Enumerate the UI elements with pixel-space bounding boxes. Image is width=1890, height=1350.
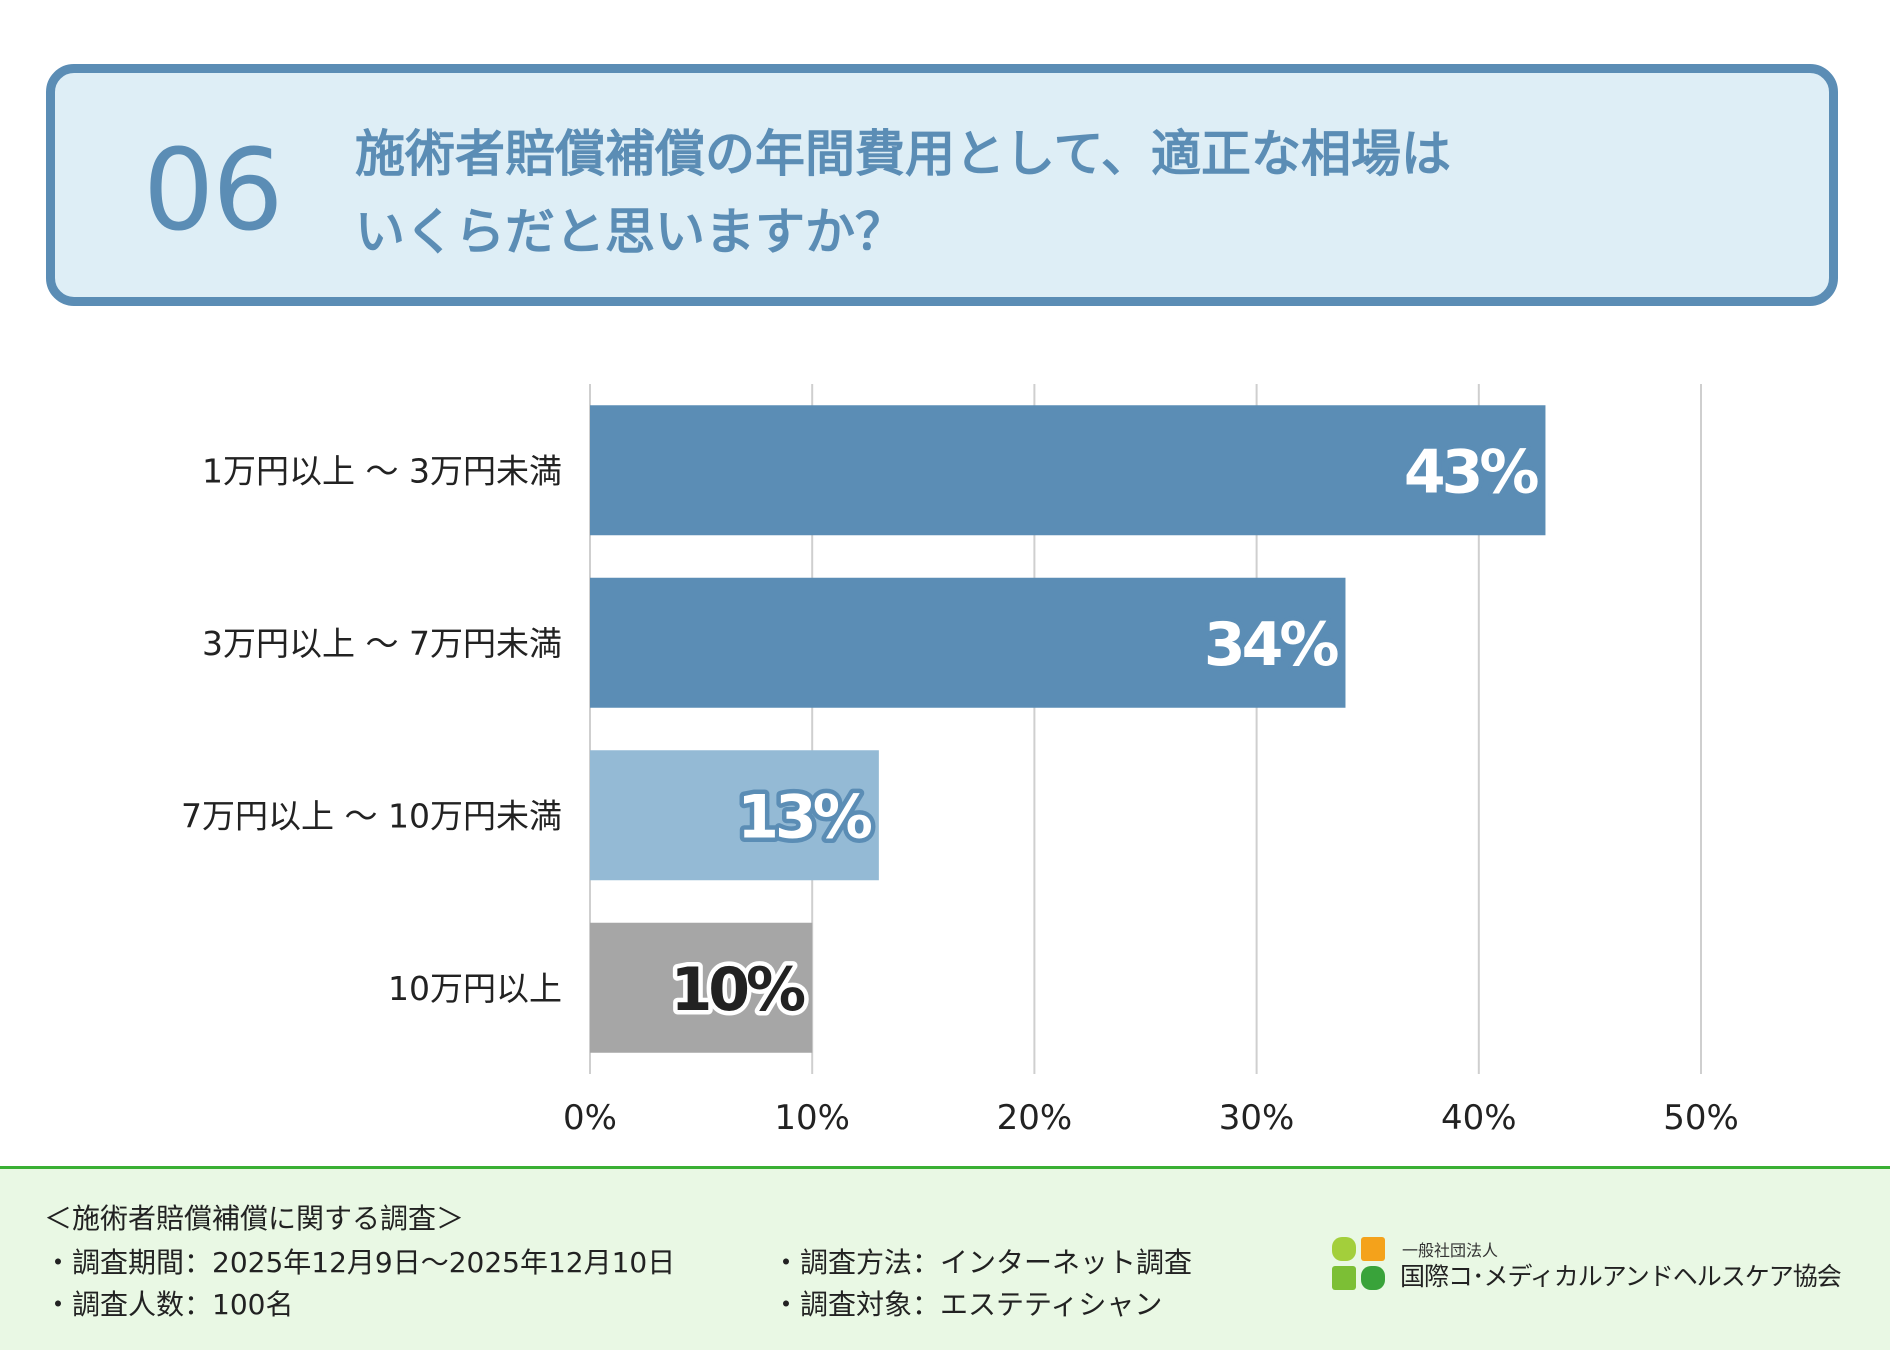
- category-label: 7万円以上 ～ 10万円未満: [181, 796, 562, 835]
- bar: [590, 577, 1346, 708]
- category-label: 3万円以上 ～ 7万円未満: [202, 624, 562, 663]
- survey-count: ・調査人数：100名: [44, 1288, 294, 1321]
- question-line-1: 施術者賠償補償の年間費用として、適正な相場は: [355, 125, 1451, 183]
- survey-method: ・調査方法：インターネット調査: [772, 1246, 1193, 1279]
- survey-title: ＜施術者賠償補償に関する調査＞: [44, 1202, 465, 1235]
- bar: [590, 922, 813, 1053]
- category-label: 10万円以上: [388, 969, 562, 1008]
- question-header: 06 施術者賠償補償の年間費用として、適正な相場は いくらだと思いますか？: [46, 64, 1838, 306]
- value-label: 43%: [1404, 437, 1538, 507]
- question-line-2: いくらだと思いますか？: [355, 203, 905, 261]
- org-logo-icon: [1332, 1237, 1385, 1290]
- bars: [590, 405, 1546, 1053]
- question-number: 06: [143, 126, 284, 256]
- survey-target: ・調査対象：エステティシャン: [772, 1288, 1163, 1321]
- question-text: 施術者賠償補償の年間費用として、適正な相場は いくらだと思いますか？: [355, 115, 1795, 271]
- x-tick-label: 20%: [997, 1098, 1073, 1138]
- category-labels: 1万円以上 ～ 3万円未満 3万円以上 ～ 7万円未満 7万円以上 ～ 10万円未満…: [181, 451, 562, 1008]
- value-label: 10%: [671, 955, 805, 1025]
- value-labels: 43% 34% 13% 10%: [666, 433, 1547, 1030]
- org-type: 一般社団法人: [1402, 1241, 1499, 1260]
- x-tick-label: 50%: [1663, 1098, 1739, 1138]
- bar-chart: 1万円以上 ～ 3万円未満 3万円以上 ～ 7万円未満 7万円以上 ～ 10万円未満…: [181, 384, 1739, 1138]
- category-label: 1万円以上 ～ 3万円未満: [202, 451, 562, 490]
- x-tick-label: 0%: [563, 1098, 617, 1138]
- value-label: 13%: [737, 782, 871, 852]
- x-tick-labels: 0% 10% 20% 30% 40% 50%: [563, 1098, 1739, 1138]
- bar: [590, 750, 879, 881]
- org-name: 国際コ･メディカルアンドヘルスケア協会: [1400, 1262, 1842, 1291]
- bar: [590, 405, 1546, 536]
- x-tick-label: 10%: [774, 1098, 850, 1138]
- x-tick-label: 30%: [1219, 1098, 1295, 1138]
- survey-period: ・調査期間：2025年12月9日～2025年12月10日: [44, 1246, 676, 1279]
- value-label: 34%: [1204, 610, 1338, 680]
- x-tick-label: 40%: [1441, 1098, 1517, 1138]
- survey-footer: ＜施術者賠償補償に関する調査＞ ・調査期間：2025年12月9日～2025年12…: [0, 1166, 1890, 1350]
